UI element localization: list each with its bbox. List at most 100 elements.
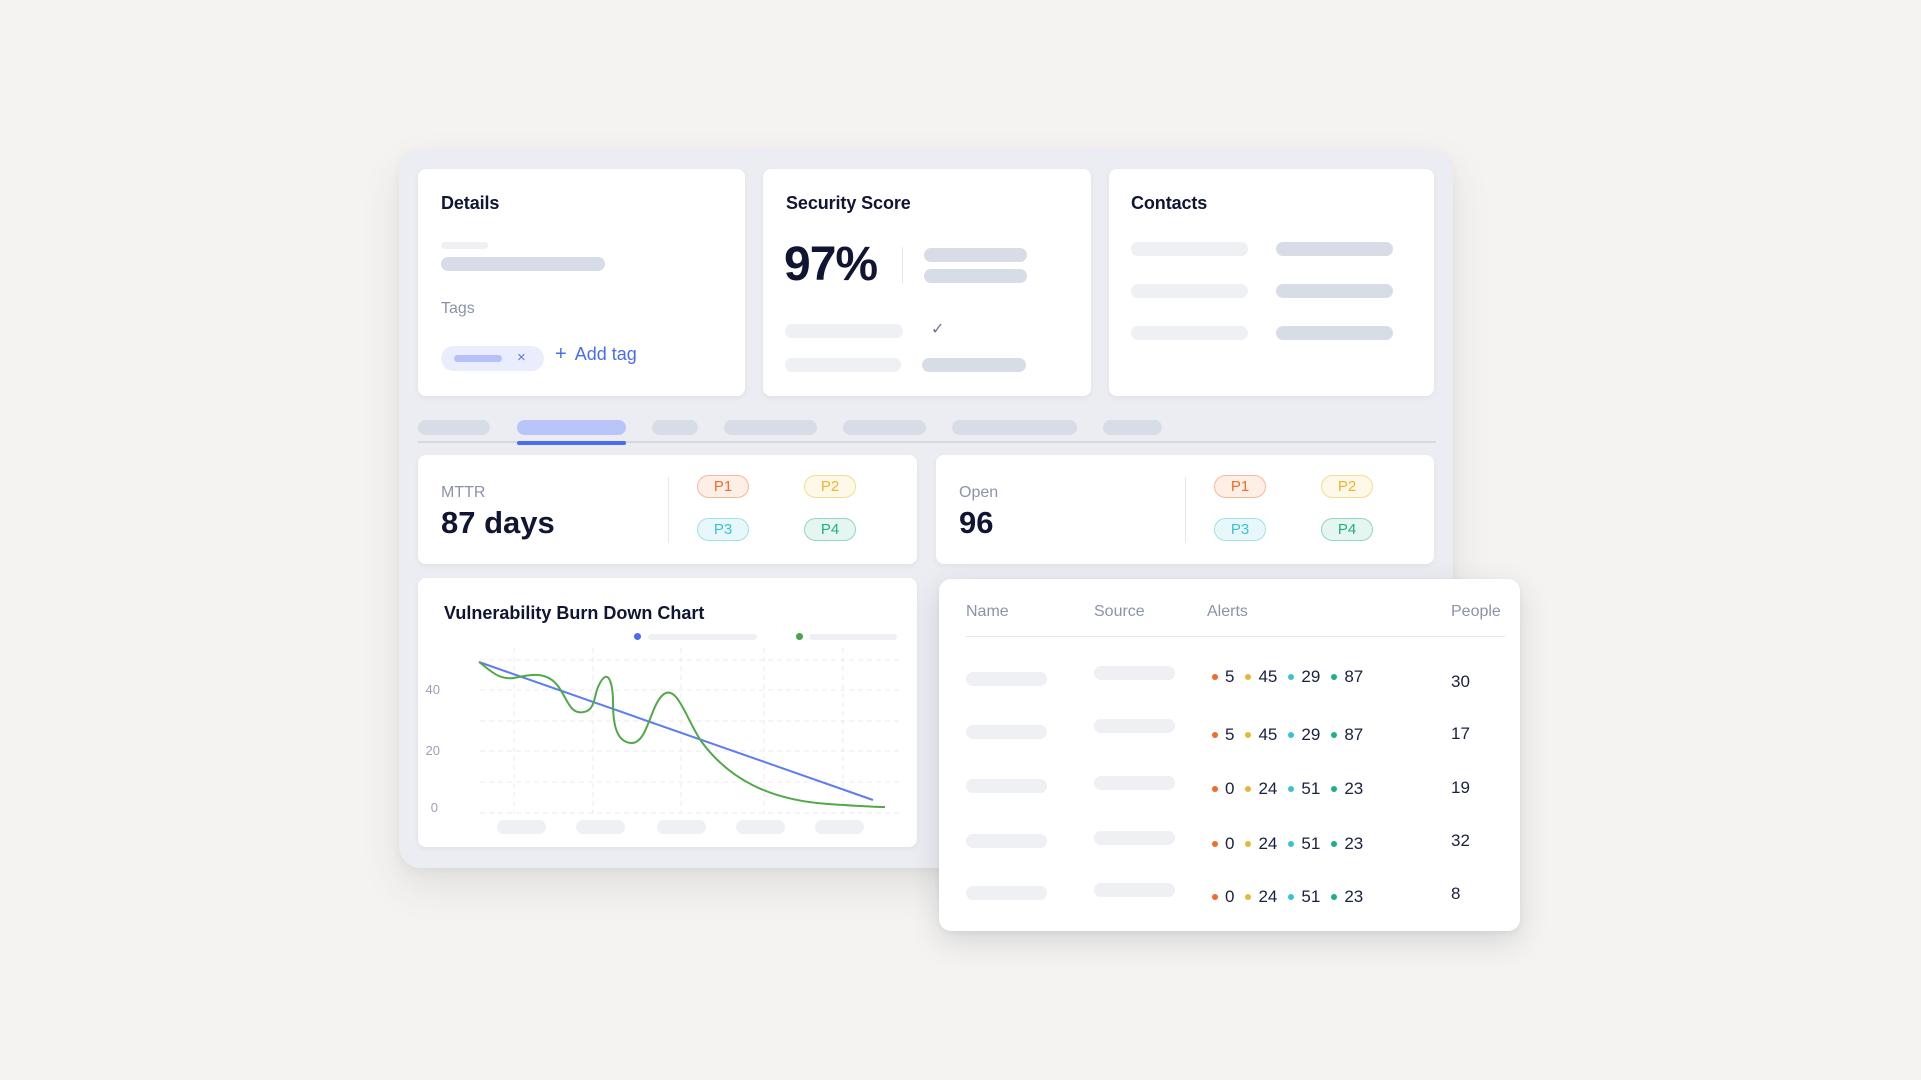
p4-dot-icon [1331, 732, 1338, 738]
row-alerts: 5 45 29 87 [1212, 667, 1374, 687]
check-icon: ✓ [931, 321, 945, 338]
close-icon[interactable]: × [517, 349, 526, 366]
actual-burn-line [478, 661, 886, 808]
mttr-p2-badge[interactable]: P2 [804, 475, 856, 498]
open-p4-badge[interactable]: P4 [1321, 518, 1373, 541]
p2-dot-icon [1245, 894, 1252, 900]
p4-dot-icon [1331, 841, 1338, 847]
mttr-p4-badge[interactable]: P4 [804, 518, 856, 541]
column-header-name[interactable]: Name [966, 603, 1009, 620]
burn-down-chart-card: Vulnerability Burn Down Chart 40 20 0 [418, 578, 917, 847]
row-people: 32 [1451, 831, 1470, 850]
score-placeholder-5 [922, 358, 1026, 372]
row-name-placeholder [966, 725, 1047, 739]
tab-6[interactable] [952, 420, 1077, 435]
p1-dot-icon [1212, 841, 1218, 847]
open-p3-badge[interactable]: P3 [1214, 518, 1266, 541]
mttr-p1-badge[interactable]: P1 [697, 475, 749, 498]
mttr-p3-badge[interactable]: P3 [697, 518, 749, 541]
tab-5[interactable] [843, 420, 926, 435]
row-alerts: 0 24 51 23 [1212, 834, 1374, 854]
row-source-placeholder [1094, 666, 1175, 680]
contact-value-1 [1276, 242, 1393, 256]
row-name-placeholder [966, 779, 1047, 793]
open-label: Open [959, 484, 999, 501]
column-header-alerts[interactable]: Alerts [1207, 603, 1248, 620]
open-p1-badge[interactable]: P1 [1214, 475, 1266, 498]
row-source-placeholder [1094, 883, 1175, 897]
y-tick-40: 40 [425, 682, 440, 697]
legend-green-dot [796, 633, 803, 640]
column-header-source[interactable]: Source [1094, 603, 1145, 620]
p3-dot-icon [1288, 841, 1295, 847]
mttr-divider [668, 477, 669, 543]
add-tag-label: Add tag [574, 344, 637, 364]
p4-dot-icon [1331, 786, 1338, 792]
y-tick-20: 20 [425, 743, 440, 758]
row-alerts: 5 45 29 87 [1212, 725, 1374, 745]
p2-dot-icon [1245, 674, 1252, 680]
score-placeholder-4 [785, 358, 901, 372]
p3-dot-icon [1288, 894, 1295, 900]
row-alerts: 0 24 51 23 [1212, 779, 1374, 799]
row-people: 19 [1451, 778, 1470, 797]
p2-dot-icon [1245, 786, 1252, 792]
x-tick-2 [576, 820, 625, 834]
legend-blue-dot [634, 633, 641, 640]
ideal-burn-line [478, 661, 874, 801]
p3-dot-icon [1288, 732, 1295, 738]
row-name-placeholder [966, 886, 1047, 900]
row-name-placeholder [966, 834, 1047, 848]
x-tick-3 [657, 820, 706, 834]
table-row[interactable]: 5 45 29 87 30 [939, 655, 1520, 705]
tab-4[interactable] [724, 420, 817, 435]
score-placeholder-1 [924, 248, 1027, 262]
p4-dot-icon [1331, 894, 1338, 900]
mttr-value: 87 days [441, 505, 555, 540]
row-source-placeholder [1094, 719, 1175, 733]
legend-blue-label [648, 634, 757, 640]
add-tag-button[interactable]: + Add tag [555, 343, 637, 366]
tab-2-active[interactable] [517, 420, 626, 435]
p3-dot-icon [1288, 786, 1295, 792]
mttr-card: MTTR 87 days P1 P2 P3 P4 [418, 455, 917, 564]
p1-dot-icon [1212, 894, 1218, 900]
y-tick-0: 0 [430, 800, 438, 815]
contacts-title: Contacts [1131, 193, 1208, 213]
tags-label: Tags [441, 300, 475, 317]
table-row[interactable]: 0 24 51 23 8 [939, 872, 1520, 922]
row-people: 30 [1451, 672, 1470, 691]
table-row[interactable]: 5 45 29 87 17 [939, 710, 1520, 760]
legend-green-label [809, 634, 897, 640]
p2-dot-icon [1245, 732, 1252, 738]
table-row[interactable]: 0 24 51 23 32 [939, 819, 1520, 869]
active-tab-indicator [517, 441, 626, 445]
contact-label-1 [1131, 242, 1248, 256]
burn-down-plot [478, 648, 903, 814]
plus-icon: + [555, 343, 567, 365]
row-source-placeholder [1094, 831, 1175, 845]
tabs-divider [418, 441, 1436, 443]
security-score-card: Security Score 97% ✓ [763, 169, 1091, 396]
contact-value-2 [1276, 284, 1393, 298]
table-header-divider [966, 636, 1505, 637]
score-placeholder-3 [785, 324, 903, 338]
tab-7[interactable] [1103, 420, 1162, 435]
score-placeholder-2 [924, 269, 1027, 283]
column-header-people[interactable]: People [1451, 603, 1501, 620]
table-row[interactable]: 0 24 51 23 19 [939, 764, 1520, 814]
details-title: Details [441, 193, 500, 213]
tag-chip-text-placeholder [454, 355, 502, 362]
tag-chip[interactable]: × [441, 346, 544, 371]
contacts-card: Contacts [1109, 169, 1434, 396]
contact-label-2 [1131, 284, 1248, 298]
tab-1[interactable] [418, 420, 490, 435]
x-tick-4 [736, 820, 785, 834]
details-placeholder-value [441, 257, 605, 271]
details-card: Details Tags × + Add tag [418, 169, 745, 396]
open-value: 96 [959, 505, 994, 540]
assets-table-card: Name Source Alerts People 5 45 29 87 30 … [939, 579, 1520, 931]
open-card: Open 96 P1 P2 P3 P4 [936, 455, 1434, 564]
open-p2-badge[interactable]: P2 [1321, 475, 1373, 498]
tab-3[interactable] [652, 420, 698, 435]
